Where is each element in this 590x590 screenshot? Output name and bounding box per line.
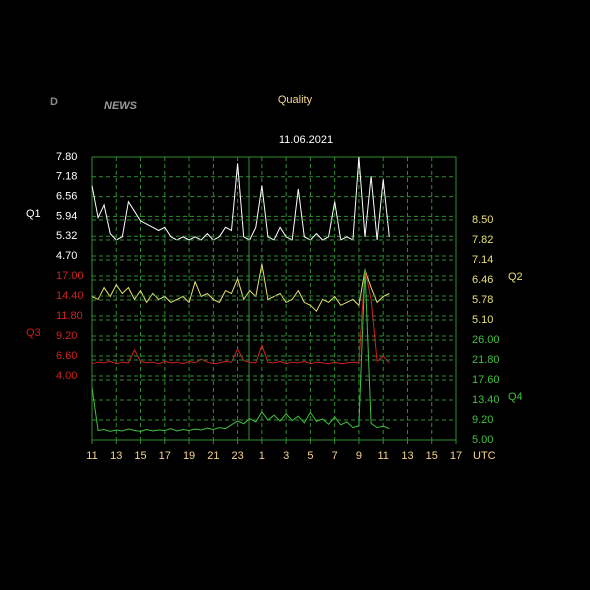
- y-tick-label: 5.94: [56, 210, 77, 222]
- y-tick-label: 5.00: [472, 434, 493, 446]
- x-tick-label: 23: [231, 450, 243, 462]
- series-line: [91, 268, 390, 432]
- y-tick-label: 5.78: [472, 294, 493, 306]
- axis-name: Q3: [26, 327, 41, 339]
- y-tick-label: 17.60: [472, 374, 500, 386]
- y-tick-label: 7.82: [472, 234, 493, 246]
- x-tick-label: 13: [110, 450, 122, 462]
- axis-name: Q1: [26, 208, 41, 220]
- x-tick-label: 21: [207, 450, 219, 462]
- y-tick-label: 13.40: [472, 394, 500, 406]
- x-tick-label: 15: [134, 450, 146, 462]
- x-tick-label: 19: [183, 450, 195, 462]
- series-line: [91, 264, 390, 313]
- y-tick-label: 6.56: [56, 191, 77, 203]
- y-tick-label: 7.80: [56, 151, 77, 163]
- x-tick-label: 17: [159, 450, 171, 462]
- axis-name: Q2: [508, 271, 523, 283]
- series-line: [91, 156, 390, 241]
- y-tick-label: 5.32: [56, 230, 77, 242]
- y-tick-label: 17.00: [56, 270, 84, 282]
- x-tick-label: 13: [401, 450, 413, 462]
- x-tick-label: 11: [377, 450, 388, 462]
- x-tick-label: 7: [332, 450, 338, 462]
- y-tick-label: 8.50: [472, 214, 493, 226]
- logo-letter: D: [50, 96, 58, 108]
- y-tick-label: 9.20: [56, 330, 77, 342]
- y-tick-label: 6.46: [472, 274, 493, 286]
- chart-subtitle: 11.06.2021: [279, 134, 333, 146]
- y-tick-label: 26.00: [472, 334, 500, 346]
- x-tick-label: 3: [283, 450, 289, 462]
- x-unit: UTC: [473, 450, 496, 462]
- x-tick-label: 11: [86, 450, 97, 462]
- y-tick-label: 7.18: [56, 171, 77, 183]
- x-tick-label: 1: [259, 450, 265, 462]
- x-tick-label: 17: [450, 450, 462, 462]
- axis-name: Q4: [508, 391, 523, 403]
- chart-title: Quality: [278, 94, 313, 106]
- y-tick-label: 6.60: [56, 350, 77, 362]
- y-tick-label: 7.14: [472, 254, 493, 266]
- y-tick-label: 5.10: [472, 314, 493, 326]
- x-tick-label: 15: [426, 450, 438, 462]
- y-tick-label: 4.00: [56, 370, 77, 382]
- y-tick-label: 4.70: [56, 250, 77, 262]
- y-tick-label: 11.80: [56, 310, 83, 322]
- logo-word: NEWS: [104, 100, 138, 112]
- x-tick-label: 5: [307, 450, 313, 462]
- x-tick-label: 9: [356, 450, 362, 462]
- y-tick-label: 9.20: [472, 414, 493, 426]
- y-tick-label: 14.40: [56, 290, 84, 302]
- y-tick-label: 21.80: [472, 354, 500, 366]
- series-line: [91, 269, 390, 365]
